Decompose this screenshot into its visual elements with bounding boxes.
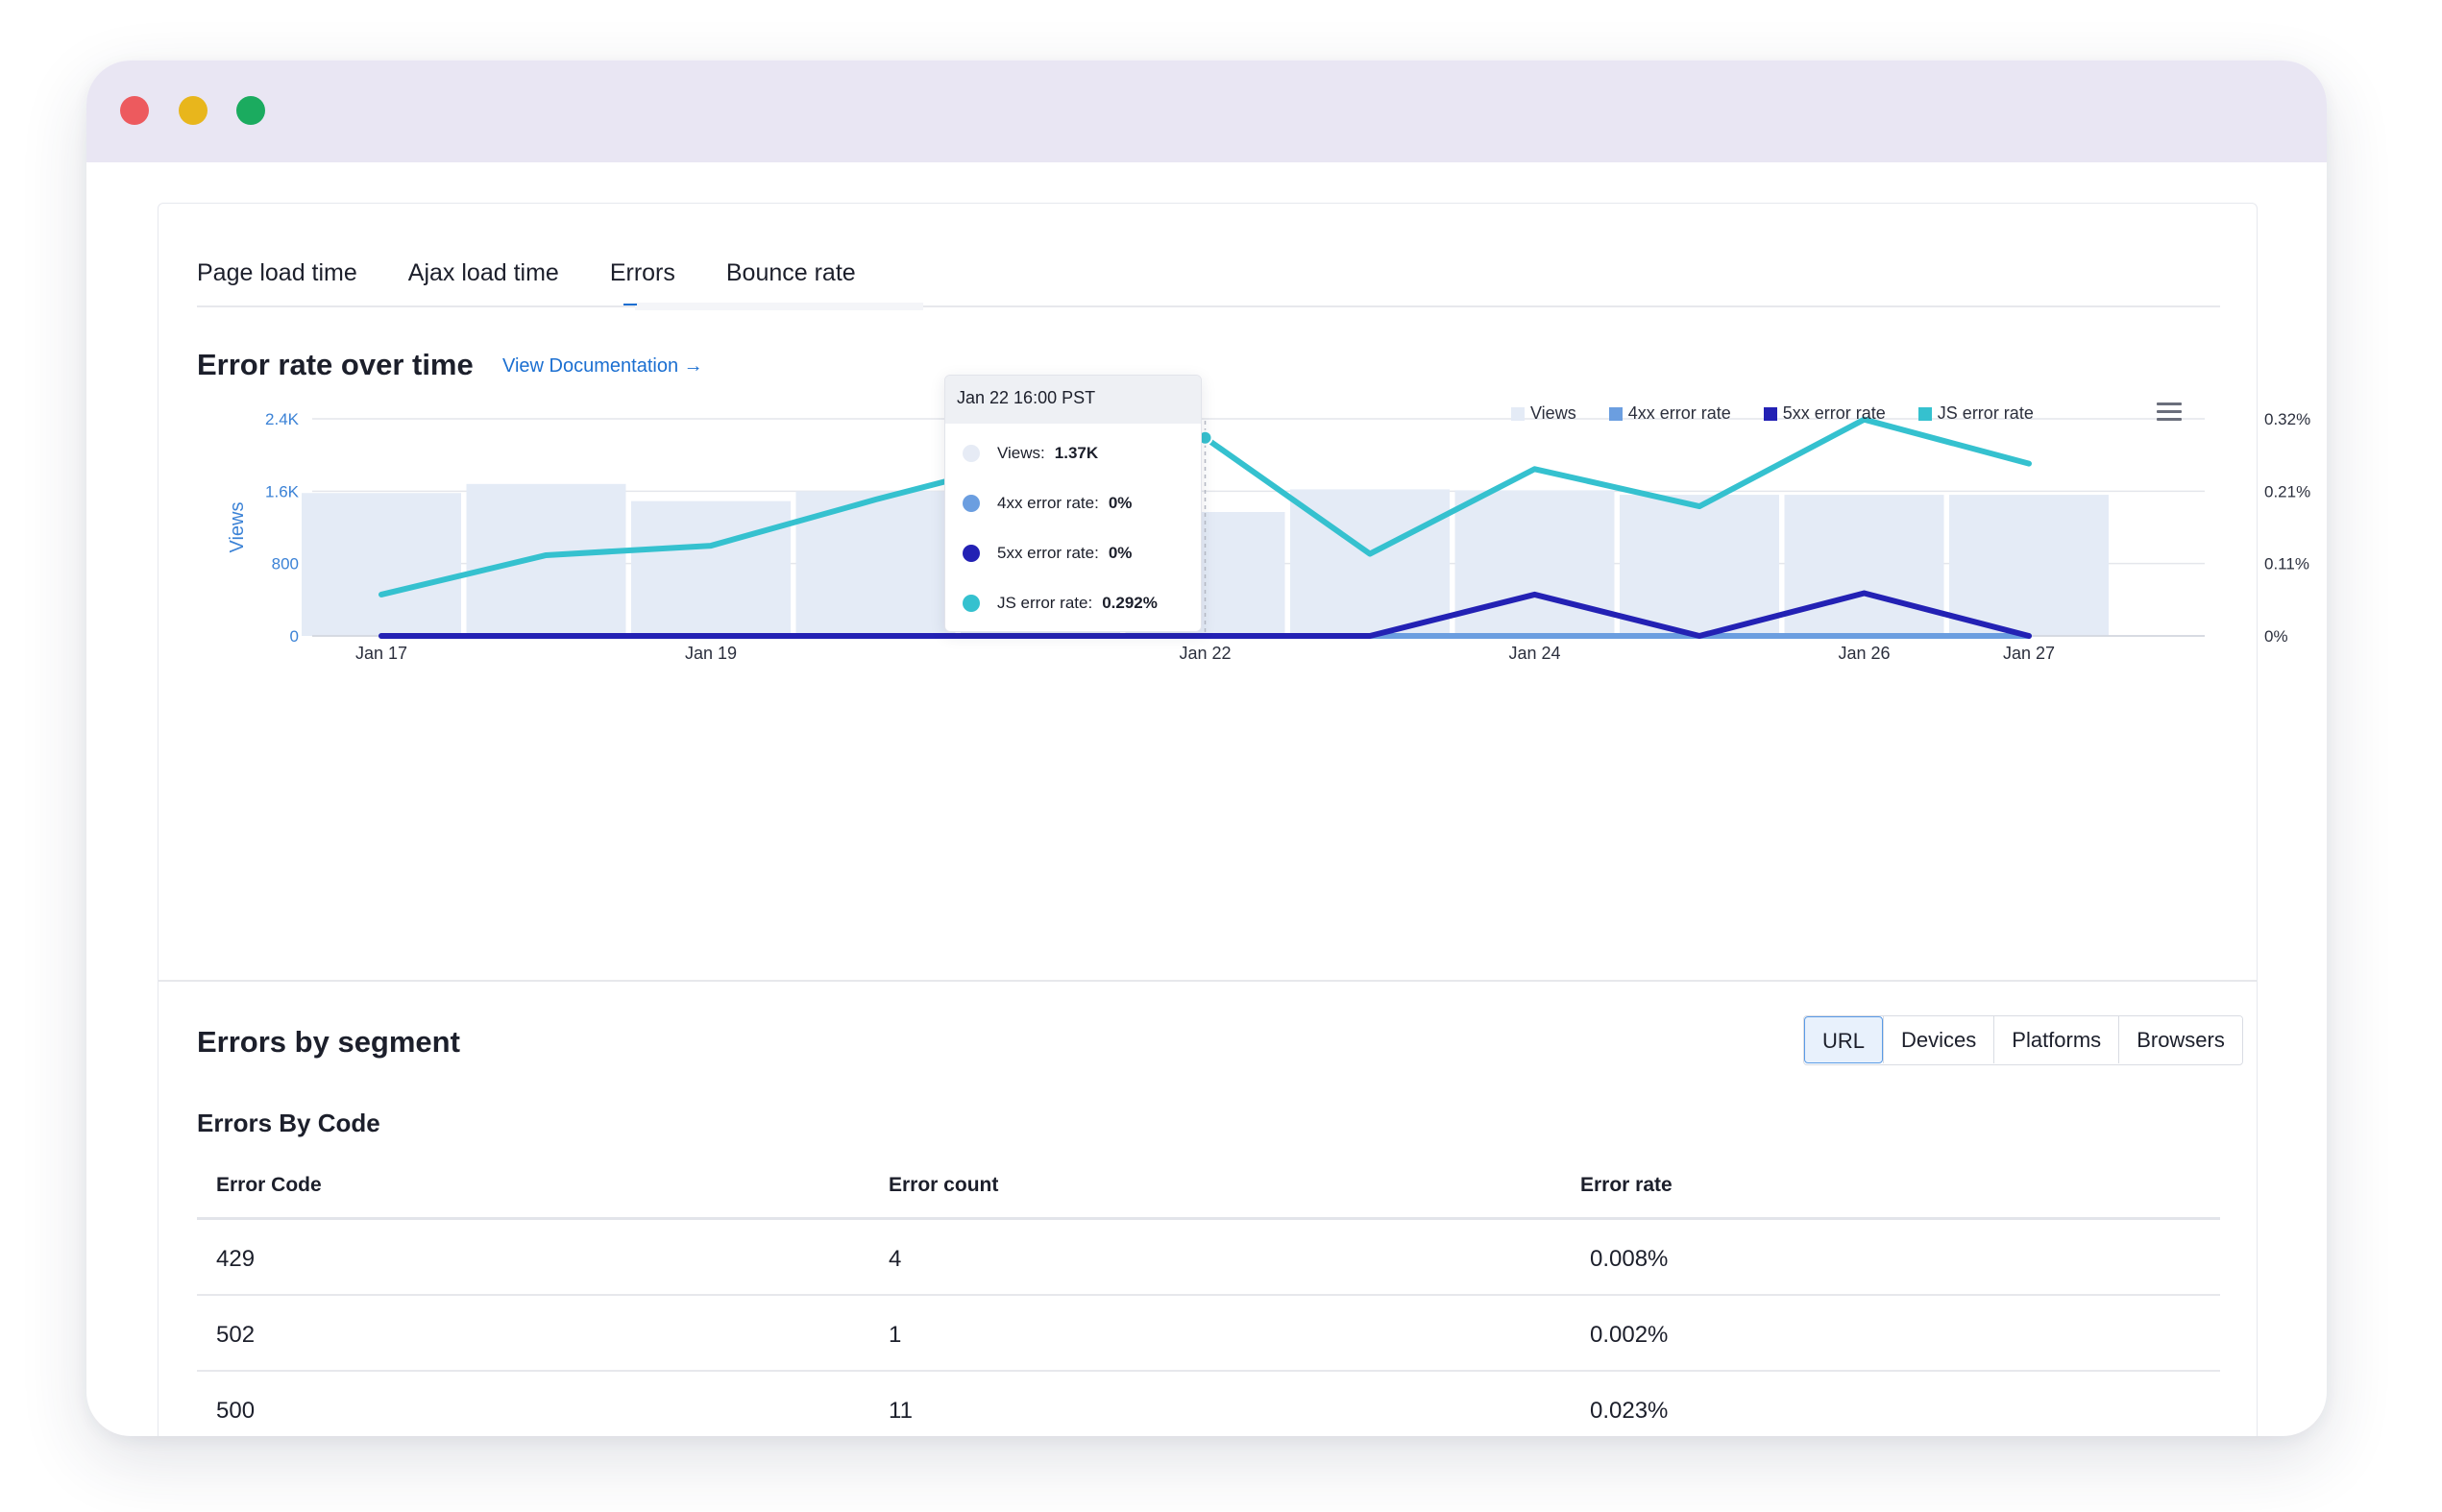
error-rate-chart: 0 800 1.6K 2.4K 0% 0.11% 0.21% 0.32% Views Jan 17… <box>227 410 2310 663</box>
segment-title: Errors by segment <box>197 1025 460 1059</box>
line-5xx-error-rate <box>379 590 2032 639</box>
error-count-cell: 11 <box>889 1398 913 1424</box>
errors-panel: Page load time Ajax load time Errors Bou… <box>158 203 2310 1436</box>
active-tab-indicator <box>623 304 637 305</box>
y-tick-label: 0 <box>290 627 299 646</box>
window-titlebar <box>86 61 2327 162</box>
legend-swatch-4xx <box>1608 406 1623 421</box>
error-count-cell: 4 <box>889 1246 902 1272</box>
tab-bar: Page load time Ajax load time Errors Bou… <box>197 259 907 298</box>
minimize-window-button[interactable] <box>179 96 208 125</box>
tab-bounce-rate[interactable]: Bounce rate <box>725 259 856 286</box>
error-count-cell: 1 <box>889 1322 902 1348</box>
tooltip-label: 5xx error rate: <box>997 544 1099 562</box>
segment-devices-button[interactable]: Devices <box>1883 1016 1994 1063</box>
y-tick-label: 1.6K <box>265 482 300 500</box>
x-tick-label: Jan 27 <box>2003 644 2055 663</box>
browser-window: Page load time Ajax load time Errors Bou… <box>86 61 2327 1436</box>
bar-views <box>631 500 791 636</box>
tooltip-value: 0% <box>1108 494 1133 512</box>
errors-table: Error Code Error count Error rate 429 4 … <box>197 1164 2220 1436</box>
segment-button-group: URL Devices Platforms Browsers <box>1803 1015 2243 1065</box>
tab-hover-shade <box>635 303 923 310</box>
bar-views <box>1620 495 1779 636</box>
legend-label: Views <box>1530 403 1576 423</box>
y-axis-title: Views <box>227 502 248 553</box>
tooltip-value: 1.37K <box>1054 444 1099 462</box>
error-code-cell: 429 <box>216 1246 256 1272</box>
error-code-cell: 502 <box>216 1322 256 1348</box>
legend-label: 5xx error rate <box>1782 403 1886 423</box>
tabs-divider <box>197 305 2220 307</box>
legend-item-5xx[interactable]: 5xx error rate <box>1763 403 1886 424</box>
table-header: Error Code Error count Error rate <box>197 1164 2220 1220</box>
bar-views <box>1784 495 1944 636</box>
tooltip-label: 4xx error rate: <box>997 494 1099 512</box>
chart-menu-icon[interactable] <box>2157 402 2184 424</box>
tooltip-row-4xx: 4xx error rate: 0% <box>963 494 1132 513</box>
legend-item-js[interactable]: JS error rate <box>1917 403 2034 424</box>
errors-by-code-title: Errors By Code <box>197 1109 380 1137</box>
tooltip-dot-4xx <box>963 495 980 512</box>
legend-label: JS error rate <box>1937 403 2034 423</box>
section-divider <box>159 980 2257 982</box>
error-rate-cell: 0.008% <box>1590 1246 1669 1272</box>
tab-page-load-time[interactable]: Page load time <box>197 259 357 286</box>
table-row[interactable]: 429 4 0.008% <box>197 1220 2220 1296</box>
tooltip-label: Views: <box>997 444 1045 462</box>
legend-item-4xx[interactable]: 4xx error rate <box>1608 403 1731 424</box>
y2-tick-label: 0% <box>2264 627 2288 646</box>
close-window-button[interactable] <box>120 96 149 125</box>
tooltip-dot-5xx <box>963 545 980 562</box>
tooltip-row-views: Views: 1.37K <box>963 444 1098 463</box>
tooltip-value: 0% <box>1108 544 1133 562</box>
chart-title: Error rate over time <box>197 348 474 381</box>
legend-swatch-5xx <box>1763 406 1777 421</box>
table-row[interactable]: 502 1 0.002% <box>197 1296 2220 1372</box>
x-tick-label: Jan 19 <box>685 644 737 663</box>
tooltip-dot-views <box>963 445 980 462</box>
column-header-error-count[interactable]: Error count <box>889 1174 999 1196</box>
y-tick-label: 800 <box>272 555 299 573</box>
tab-ajax-load-time[interactable]: Ajax load time <box>407 259 559 286</box>
tooltip-row-js: JS error rate: 0.292% <box>963 594 1158 613</box>
error-code-cell: 500 <box>216 1398 256 1424</box>
y2-tick-label: 0.11% <box>2264 555 2309 573</box>
error-rate-cell: 0.023% <box>1590 1398 1669 1424</box>
x-tick-label: Jan 17 <box>355 644 407 663</box>
view-documentation-link[interactable]: View Documentation → <box>502 355 703 377</box>
bar-views <box>1454 490 1615 636</box>
x-tick-label: Jan 22 <box>1179 644 1231 663</box>
legend-swatch-views <box>1511 406 1525 421</box>
y-tick-label: 2.4K <box>265 410 300 428</box>
segment-browsers-button[interactable]: Browsers <box>2118 1016 2242 1063</box>
tab-errors[interactable]: Errors <box>609 259 675 286</box>
segment-platforms-button[interactable]: Platforms <box>1993 1016 2119 1063</box>
maximize-window-button[interactable] <box>236 96 265 125</box>
segment-url-button[interactable]: URL <box>1804 1016 1884 1063</box>
x-tick-label: Jan 26 <box>1838 644 1890 663</box>
legend-label: 4xx error rate <box>1627 403 1731 423</box>
bar-views <box>302 493 461 636</box>
tooltip-dot-js <box>963 595 980 612</box>
table-row[interactable]: 500 11 0.023% <box>197 1372 2220 1436</box>
chart-legend: Views 4xx error rate 5xx error rate JS e… <box>1511 403 2066 424</box>
legend-swatch-js <box>1917 406 1932 421</box>
bar-views <box>466 483 626 636</box>
column-header-error-code[interactable]: Error Code <box>216 1174 322 1196</box>
tooltip-row-5xx: 5xx error rate: 0% <box>963 544 1132 563</box>
column-header-error-rate[interactable]: Error rate <box>1580 1174 1673 1196</box>
y2-tick-label: 0.32% <box>2264 410 2310 428</box>
tooltip-value: 0.292% <box>1102 594 1158 612</box>
x-tick-label: Jan 24 <box>1508 644 1560 663</box>
tooltip-label: JS error rate: <box>997 594 1093 612</box>
tooltip-header: Jan 22 16:00 PST <box>945 376 1201 424</box>
bar-views <box>1949 495 2109 636</box>
legend-item-views[interactable]: Views <box>1511 403 1576 424</box>
error-rate-cell: 0.002% <box>1590 1322 1669 1348</box>
chart-tooltip: Jan 22 16:00 PST Views: 1.37K 4xx error … <box>944 375 1202 632</box>
y2-tick-label: 0.21% <box>2264 482 2310 500</box>
